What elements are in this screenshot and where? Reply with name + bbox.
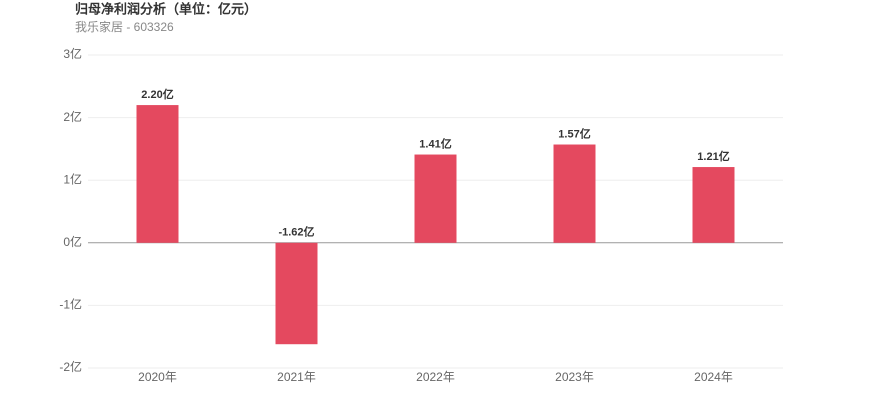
y-tick-label: 2亿	[63, 109, 82, 124]
bar	[553, 144, 596, 243]
y-tick-label: 0亿	[63, 234, 82, 249]
x-tick-label: 2022年	[416, 370, 455, 384]
y-tick-label: 3亿	[63, 46, 82, 61]
chart-title: 归母净利润分析（单位：亿元）	[75, 1, 257, 16]
x-tick-label: 2023年	[555, 370, 594, 384]
value-label: 1.57亿	[558, 126, 590, 140]
x-tick-label: 2021年	[277, 370, 316, 384]
x-tick-label: 2024年	[694, 370, 733, 384]
x-tick-label: 2020年	[138, 370, 177, 384]
y-tick-label: -1亿	[59, 297, 82, 312]
value-label: 1.41亿	[419, 136, 451, 150]
chart-subtitle: 我乐家居 - 603326	[75, 19, 174, 34]
y-tick-label: -2亿	[59, 359, 82, 374]
y-tick-label: 1亿	[63, 171, 82, 186]
bar	[275, 242, 318, 345]
value-label: 1.21亿	[697, 149, 729, 163]
value-label: 2.20亿	[141, 87, 173, 101]
bar	[692, 167, 735, 243]
bar	[414, 154, 457, 243]
bar	[136, 105, 179, 243]
value-label: -1.62亿	[278, 225, 314, 239]
